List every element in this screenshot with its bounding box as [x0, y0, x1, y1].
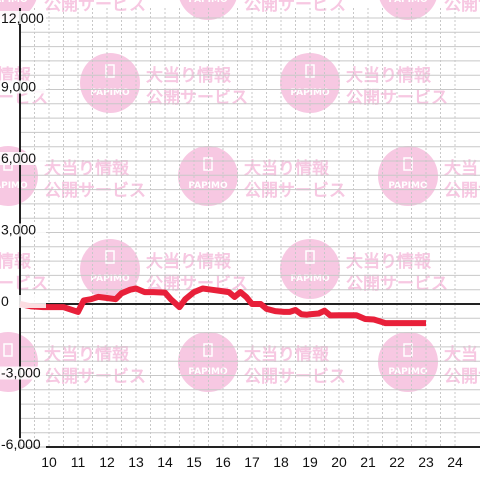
watermark-brand: PAPIMO	[0, 181, 28, 191]
watermark-line1: 大当り情報	[444, 344, 480, 365]
y-tick-bg	[0, 295, 46, 308]
watermark-line2: 公開サービス	[44, 0, 146, 15]
watermark-brand: PAPIMO	[388, 181, 428, 191]
watermark-brand: PAPIMO	[0, 0, 28, 5]
series-layer	[19, 285, 426, 327]
watermark-line2: 公開サービス	[146, 88, 248, 108]
y-tick-label: 3,000	[1, 222, 36, 238]
watermark-brand: PAPIMO	[388, 367, 428, 377]
y-tick-bg	[0, 152, 46, 165]
watermark-brand: PAPIMO	[90, 88, 130, 98]
x-tick-label: 13	[128, 454, 144, 470]
watermark-line1: 大当り情報	[44, 158, 130, 179]
y-tick-label: 6,000	[1, 150, 36, 166]
x-tick-label: 16	[215, 454, 231, 470]
watermark-line1: 大当り情報	[244, 344, 330, 365]
y-tick-bg	[0, 223, 46, 237]
x-tick-label: 21	[360, 454, 376, 470]
y-tick-label: -6,000	[1, 436, 41, 452]
y-tick-bg	[0, 80, 46, 94]
watermark-line1: 大当り情報	[0, 251, 32, 272]
watermark-line2: 公開サービス	[444, 367, 480, 387]
watermark-logo-icon	[378, 332, 438, 392]
y-tick-label: 0	[1, 293, 9, 309]
watermark-logo-icon	[80, 239, 140, 299]
watermark-logo-icon	[80, 53, 140, 113]
watermark-line2: 公開サービス	[444, 181, 480, 201]
x-tick-label: 23	[418, 454, 434, 470]
y-tick-label: 9,000	[1, 79, 36, 95]
x-tick-label: 24	[447, 454, 463, 470]
x-tick-label: 12	[99, 454, 115, 470]
x-tick-label: 11	[71, 454, 86, 470]
x-tick-label: 19	[302, 454, 318, 470]
watermark-brand: PAPIMO	[290, 274, 330, 284]
x-tick-label: 18	[273, 454, 289, 470]
y-tick-label: -3,000	[1, 365, 41, 381]
watermark-logo-icon	[378, 146, 438, 206]
watermark-brand: PAPIMO	[188, 0, 228, 5]
watermark-line2: 公開サービス	[44, 181, 146, 201]
watermark-layer: PAPIMO大当り情報公開サービスPAPIMO大当り情報公開サービスPAPIMO…	[0, 0, 480, 392]
y-tick-bg	[0, 11, 46, 24]
label-layer: -6,000 -3,000 0 3,000 6,000 9,000 12,000 10 11 12…	[0, 10, 463, 470]
watermark-line1: 大当り情報	[244, 158, 330, 179]
x-tick-label: 14	[157, 454, 173, 470]
y-tick-label: 12,000	[1, 10, 44, 26]
y-tick-bg	[0, 366, 46, 380]
watermark-line2: 公開サービス	[44, 367, 146, 387]
x-tick-label: 20	[331, 454, 347, 470]
x-tick-label: 10	[41, 454, 57, 470]
x-tick-label: 17	[244, 454, 260, 470]
watermark-line1: 大当り情報	[44, 344, 130, 365]
x-tick-label: 22	[389, 454, 405, 470]
watermark-line2: 公開サービス	[444, 0, 480, 15]
watermark-line2: 公開サービス	[0, 274, 48, 294]
watermark-phone-icon	[3, 343, 13, 357]
watermark-line1: 大当り情報	[444, 158, 480, 179]
y-tick-bg	[0, 438, 46, 451]
watermark-phone-icon	[105, 64, 115, 78]
watermark-logo-icon	[379, 0, 437, 20]
watermark-brand: PAPIMO	[388, 0, 428, 5]
x-tick-label: 15	[186, 454, 202, 470]
watermark-line2: 公開サービス	[244, 181, 346, 201]
watermark-phone-icon	[305, 250, 315, 264]
watermark-brand: PAPIMO	[90, 274, 130, 284]
series-line	[19, 285, 426, 327]
watermark-phone-icon	[105, 250, 115, 264]
watermark-line2: 公開サービス	[244, 0, 346, 15]
